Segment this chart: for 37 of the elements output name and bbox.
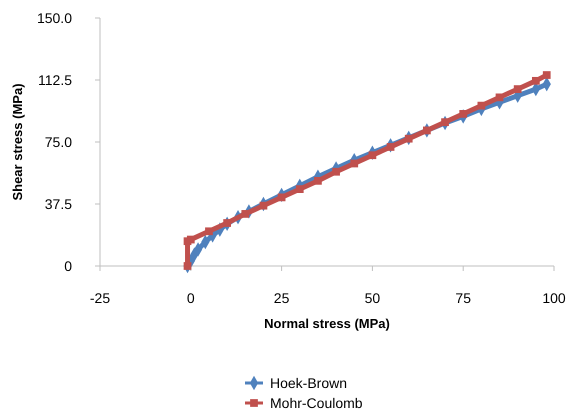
point bbox=[423, 126, 431, 134]
point bbox=[542, 71, 551, 79]
point bbox=[223, 219, 231, 227]
point bbox=[459, 110, 468, 118]
legend-label: Hoek-Brown bbox=[270, 374, 348, 391]
point bbox=[205, 227, 213, 236]
point bbox=[186, 236, 195, 244]
x-tick-label: 75 bbox=[455, 290, 472, 306]
legend-label: Mohr-Coulomb bbox=[270, 394, 363, 411]
y-tick-label: 37.5 bbox=[44, 196, 72, 212]
point bbox=[441, 118, 449, 126]
x-tick-label: 25 bbox=[274, 290, 290, 306]
point bbox=[404, 134, 413, 143]
point bbox=[241, 210, 250, 218]
point bbox=[332, 168, 340, 176]
x-tick-label: 100 bbox=[542, 290, 566, 306]
x-tick-label: 0 bbox=[186, 290, 195, 306]
y-axis-title: Shear stress (MPa) bbox=[10, 83, 25, 201]
point bbox=[184, 262, 192, 270]
y-tick-label: 75.0 bbox=[44, 134, 72, 150]
x-axis-title: Normal stress (MPa) bbox=[264, 316, 390, 331]
point bbox=[496, 93, 504, 102]
point bbox=[386, 143, 394, 151]
x-tick-label: 50 bbox=[364, 290, 380, 306]
x-tick-label: -25 bbox=[90, 290, 110, 306]
point bbox=[514, 85, 522, 93]
point bbox=[477, 102, 486, 110]
point bbox=[368, 151, 376, 160]
point bbox=[314, 176, 322, 185]
y-tick-label: 112.5 bbox=[38, 72, 72, 88]
y-tick-label: 150.0 bbox=[36, 10, 72, 26]
point bbox=[350, 160, 358, 168]
point bbox=[296, 185, 304, 193]
point bbox=[532, 76, 540, 85]
point bbox=[260, 202, 268, 210]
y-tick-label: 0 bbox=[64, 258, 72, 274]
point bbox=[278, 194, 286, 202]
